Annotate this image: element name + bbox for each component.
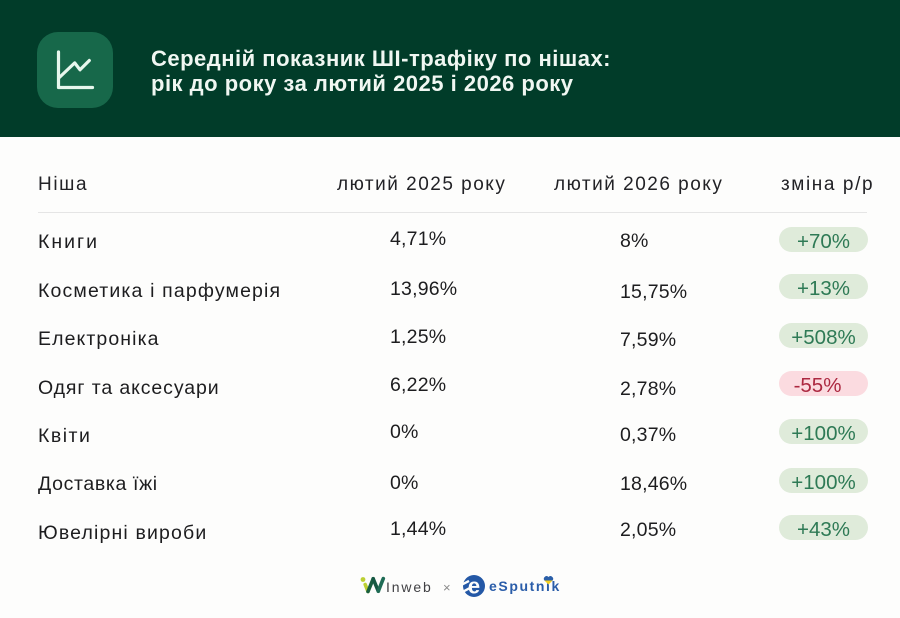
svg-text:e: e — [468, 575, 480, 597]
